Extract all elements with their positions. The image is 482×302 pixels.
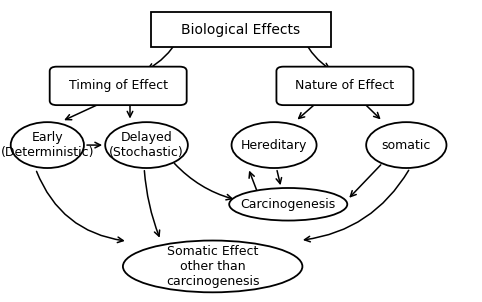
Ellipse shape bbox=[105, 122, 188, 168]
FancyBboxPatch shape bbox=[50, 67, 187, 105]
Ellipse shape bbox=[231, 122, 317, 168]
Text: Early
(Deterministic): Early (Deterministic) bbox=[0, 131, 94, 159]
Text: Somatic Effect
other than
carcinogenesis: Somatic Effect other than carcinogenesis bbox=[166, 245, 259, 288]
FancyBboxPatch shape bbox=[151, 12, 331, 47]
Ellipse shape bbox=[123, 240, 302, 292]
Text: somatic: somatic bbox=[382, 139, 431, 152]
FancyBboxPatch shape bbox=[276, 67, 414, 105]
Text: Biological Effects: Biological Effects bbox=[181, 23, 301, 37]
Ellipse shape bbox=[229, 188, 347, 220]
Text: Timing of Effect: Timing of Effect bbox=[69, 79, 168, 92]
Text: Delayed
(Stochastic): Delayed (Stochastic) bbox=[109, 131, 184, 159]
Text: Hereditary: Hereditary bbox=[241, 139, 307, 152]
Ellipse shape bbox=[11, 122, 84, 168]
Text: Carcinogenesis: Carcinogenesis bbox=[241, 198, 336, 211]
Ellipse shape bbox=[366, 122, 446, 168]
Text: Nature of Effect: Nature of Effect bbox=[295, 79, 394, 92]
